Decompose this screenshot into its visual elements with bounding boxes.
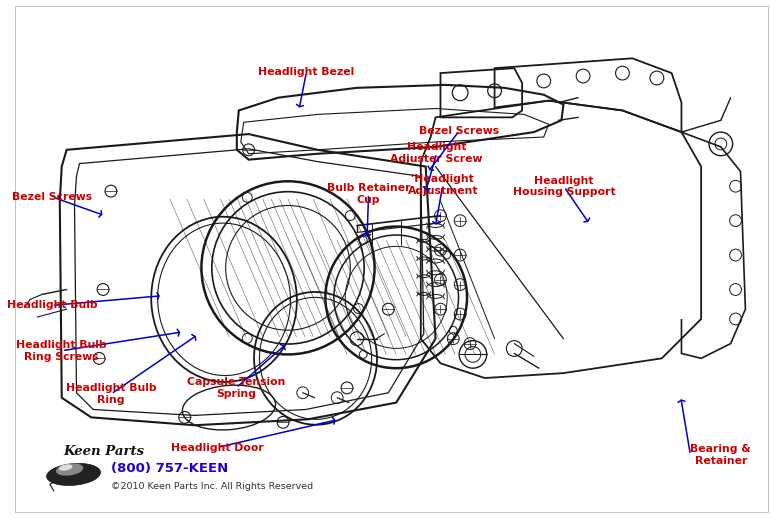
Text: Headlight
Housing Support: Headlight Housing Support <box>513 176 615 197</box>
Text: Capsule Tension
Spring: Capsule Tension Spring <box>187 377 285 399</box>
Text: Headlight Bulb: Headlight Bulb <box>7 300 97 310</box>
Text: Headlight Bulb
Ring: Headlight Bulb Ring <box>65 383 156 405</box>
Text: Headlight Bezel: Headlight Bezel <box>258 67 354 77</box>
Text: Bezel Screws: Bezel Screws <box>12 192 92 202</box>
Text: Bezel Screws: Bezel Screws <box>420 125 500 136</box>
Ellipse shape <box>46 464 101 485</box>
Text: 'Headlight
Adjustment: 'Headlight Adjustment <box>407 175 478 196</box>
Text: (800) 757-KEEN: (800) 757-KEEN <box>111 462 228 475</box>
Text: Headlight Door: Headlight Door <box>171 442 263 453</box>
Text: Keen Parts: Keen Parts <box>64 445 145 458</box>
Text: ©2010 Keen Parts Inc. All Rights Reserved: ©2010 Keen Parts Inc. All Rights Reserve… <box>111 482 313 491</box>
Text: Headlight Bulb
Ring Screws: Headlight Bulb Ring Screws <box>16 340 107 362</box>
Ellipse shape <box>56 464 83 476</box>
Text: Headlight
Adjuster Screw: Headlight Adjuster Screw <box>390 142 483 164</box>
Text: Bearing &
Retainer: Bearing & Retainer <box>691 444 752 466</box>
Ellipse shape <box>59 465 72 471</box>
Text: Bulb Retainer
Cup: Bulb Retainer Cup <box>326 183 410 205</box>
